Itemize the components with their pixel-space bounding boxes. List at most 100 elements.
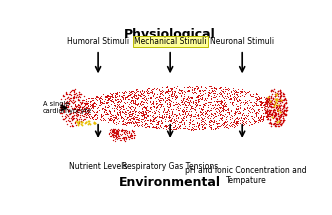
Point (201, 111, 206, 114)
Point (200, 92, 205, 95)
Point (128, 89, 134, 93)
Point (217, 111, 222, 115)
Point (267, 108, 272, 111)
Point (135, 89, 141, 92)
Point (145, 86, 151, 90)
Point (218, 101, 223, 104)
Point (87, 115, 92, 118)
Point (267, 102, 272, 106)
Point (285, 106, 290, 109)
Point (190, 114, 195, 118)
Point (77, 115, 82, 119)
Point (105, 105, 110, 108)
Point (195, 99, 201, 103)
Point (67, 92, 72, 95)
Point (212, 103, 217, 106)
Point (173, 100, 179, 103)
Point (138, 110, 143, 113)
Point (271, 105, 277, 108)
Point (175, 116, 180, 119)
Text: A single
cardiomyocyte: A single cardiomyocyte (43, 101, 92, 114)
Point (277, 115, 283, 118)
Point (284, 112, 289, 116)
Point (139, 118, 144, 121)
Point (115, 135, 120, 138)
Point (169, 86, 175, 90)
Point (145, 104, 150, 108)
Point (81, 106, 86, 110)
Point (230, 120, 236, 123)
Point (183, 107, 189, 110)
Point (85, 106, 90, 109)
Point (106, 98, 111, 101)
Point (254, 98, 259, 101)
Point (276, 125, 281, 128)
Point (141, 117, 146, 121)
Point (139, 112, 144, 115)
Point (75, 109, 80, 112)
Point (277, 92, 282, 95)
Point (281, 103, 287, 107)
Point (102, 109, 107, 112)
Point (202, 97, 208, 100)
Point (263, 111, 268, 114)
Point (218, 106, 223, 110)
Point (109, 99, 114, 103)
Point (115, 100, 120, 103)
Point (273, 94, 278, 98)
Point (129, 91, 134, 94)
Point (276, 125, 281, 128)
Point (61, 111, 67, 114)
Point (150, 101, 155, 104)
Point (179, 91, 184, 94)
Point (195, 113, 201, 116)
Point (214, 110, 219, 114)
Point (276, 92, 281, 95)
Point (277, 103, 282, 107)
Point (165, 96, 170, 99)
Point (200, 111, 205, 115)
Point (98, 114, 103, 118)
Point (63, 91, 69, 94)
Point (238, 110, 243, 113)
Point (280, 118, 285, 122)
Point (139, 93, 145, 96)
Point (180, 108, 186, 111)
Point (238, 99, 243, 102)
Point (242, 95, 247, 98)
Point (281, 114, 286, 118)
Point (95, 116, 100, 120)
Point (265, 99, 270, 103)
Point (220, 113, 226, 116)
Point (258, 119, 263, 123)
Point (145, 101, 150, 104)
Point (75, 107, 80, 111)
Point (273, 116, 279, 120)
Point (193, 103, 199, 106)
Point (139, 89, 145, 93)
Point (65, 101, 70, 105)
Point (68, 100, 73, 103)
Point (172, 119, 178, 122)
Point (228, 117, 233, 120)
Point (71, 96, 76, 99)
Point (261, 114, 267, 117)
Point (111, 131, 117, 134)
Point (196, 116, 202, 120)
Point (122, 136, 127, 140)
Point (273, 112, 278, 115)
Point (169, 99, 174, 103)
Point (214, 125, 220, 129)
Point (267, 96, 272, 100)
Point (71, 107, 77, 110)
Point (207, 85, 212, 88)
Point (69, 100, 74, 103)
Point (277, 105, 283, 108)
Point (243, 91, 248, 94)
Point (228, 117, 233, 121)
Point (188, 105, 193, 109)
Point (242, 102, 247, 105)
Point (78, 120, 83, 124)
Point (240, 121, 245, 125)
Point (123, 101, 128, 104)
